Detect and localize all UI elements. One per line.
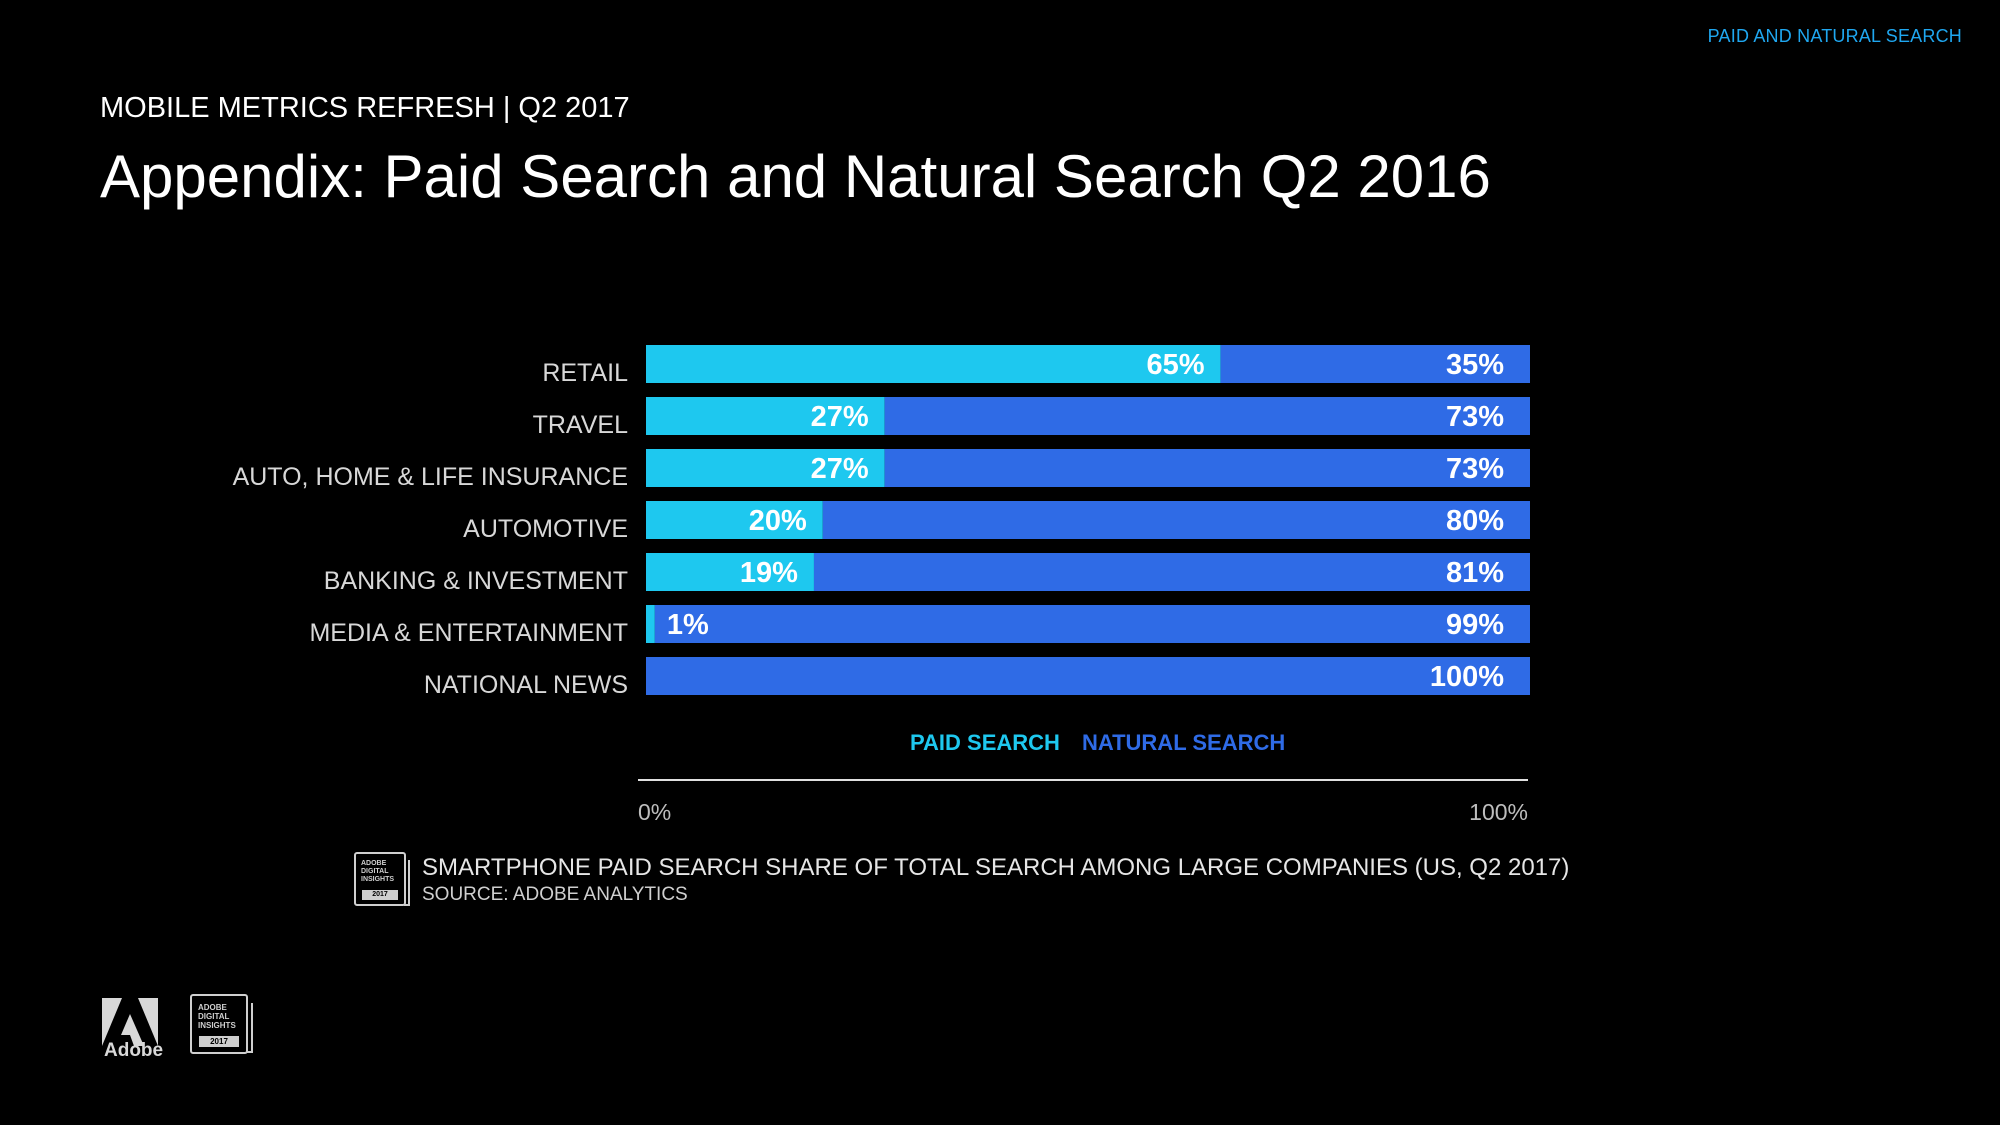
- source-caption: SMARTPHONE PAID SEARCH SHARE OF TOTAL SE…: [422, 854, 1570, 881]
- legend-natural-search: NATURAL SEARCH: [1081, 730, 1286, 755]
- page-title: Appendix: Paid Search and Natural Search…: [100, 143, 1491, 210]
- bar-paid-search: [646, 449, 885, 487]
- badge-line3: INSIGHTS: [361, 876, 395, 883]
- badge-lg-line1: ADOBE: [198, 1003, 227, 1012]
- data-label-paid: 27%: [811, 401, 869, 433]
- bar-natural-search: [654, 605, 1530, 643]
- data-label-paid: 1%: [667, 609, 709, 641]
- source-block: ADOBE DIGITAL INSIGHTS 2017 SMARTPHONE P…: [354, 852, 1569, 906]
- corner-tag: PAID AND NATURAL SEARCH: [1707, 26, 1962, 46]
- adobe-logo-icon: [102, 998, 158, 1046]
- legend-paid-search: PAID SEARCH: [910, 730, 1060, 755]
- bar-paid-search: [646, 345, 1221, 383]
- category-label: TRAVEL: [533, 411, 628, 439]
- category-label: RETAIL: [542, 359, 628, 387]
- digital-insights-badge-icon: ADOBE DIGITAL INSIGHTS 2017: [354, 852, 410, 906]
- category-label: AUTO, HOME & LIFE INSURANCE: [233, 463, 628, 491]
- badge-lg-line3: INSIGHTS: [198, 1021, 236, 1030]
- bar-paid-search: [646, 397, 885, 435]
- data-label-natural: 35%: [1446, 349, 1504, 381]
- bar-natural-search: [884, 397, 1530, 435]
- data-label-natural: 80%: [1446, 505, 1504, 537]
- badge-line1: ADOBE: [361, 860, 387, 867]
- source-text: SMARTPHONE PAID SEARCH SHARE OF TOTAL SE…: [422, 852, 1569, 906]
- source-line: SOURCE: ADOBE ANALYTICS: [422, 884, 688, 905]
- data-label-paid: 20%: [749, 505, 807, 537]
- bar-natural-search: [884, 449, 1530, 487]
- data-label-natural: 81%: [1446, 557, 1504, 589]
- data-label-natural: 100%: [1430, 661, 1504, 693]
- data-label-natural: 99%: [1446, 609, 1504, 641]
- x-tick-label: 0%: [638, 799, 671, 825]
- category-label: MEDIA & ENTERTAINMENT: [309, 619, 628, 647]
- bar-natural-search: [1220, 345, 1530, 383]
- badge-year: 2017: [362, 890, 398, 900]
- data-label-paid: 65%: [1147, 349, 1205, 381]
- chart-legend: PAID SEARCH NATURAL SEARCH: [910, 730, 1285, 756]
- category-label: AUTOMOTIVE: [463, 515, 628, 543]
- bar-natural-search: [646, 657, 1530, 695]
- category-label: BANKING & INVESTMENT: [324, 567, 628, 595]
- badge-lg-year: 2017: [199, 1036, 239, 1047]
- bar-paid-search: [646, 501, 823, 539]
- data-label-natural: 73%: [1446, 401, 1504, 433]
- bar-natural-search: [822, 501, 1530, 539]
- bar-natural-search: [813, 553, 1530, 591]
- adobe-wordmark: Adobe: [104, 1040, 164, 1061]
- bar-paid-search: [646, 605, 655, 643]
- eyebrow-title: MOBILE METRICS REFRESH | Q2 2017: [100, 92, 630, 124]
- bar-paid-search: [646, 553, 814, 591]
- badge-lg-line2: DIGITAL: [198, 1012, 230, 1021]
- data-label-paid: 19%: [740, 557, 798, 589]
- badge-line2: DIGITAL: [361, 868, 389, 875]
- x-tick-label: 100%: [1469, 799, 1528, 825]
- data-label-paid: 27%: [811, 453, 869, 485]
- digital-insights-logo-icon: ADOBE DIGITAL INSIGHTS 2017: [190, 994, 253, 1054]
- data-label-natural: 73%: [1446, 453, 1504, 485]
- category-label: NATIONAL NEWS: [424, 671, 628, 699]
